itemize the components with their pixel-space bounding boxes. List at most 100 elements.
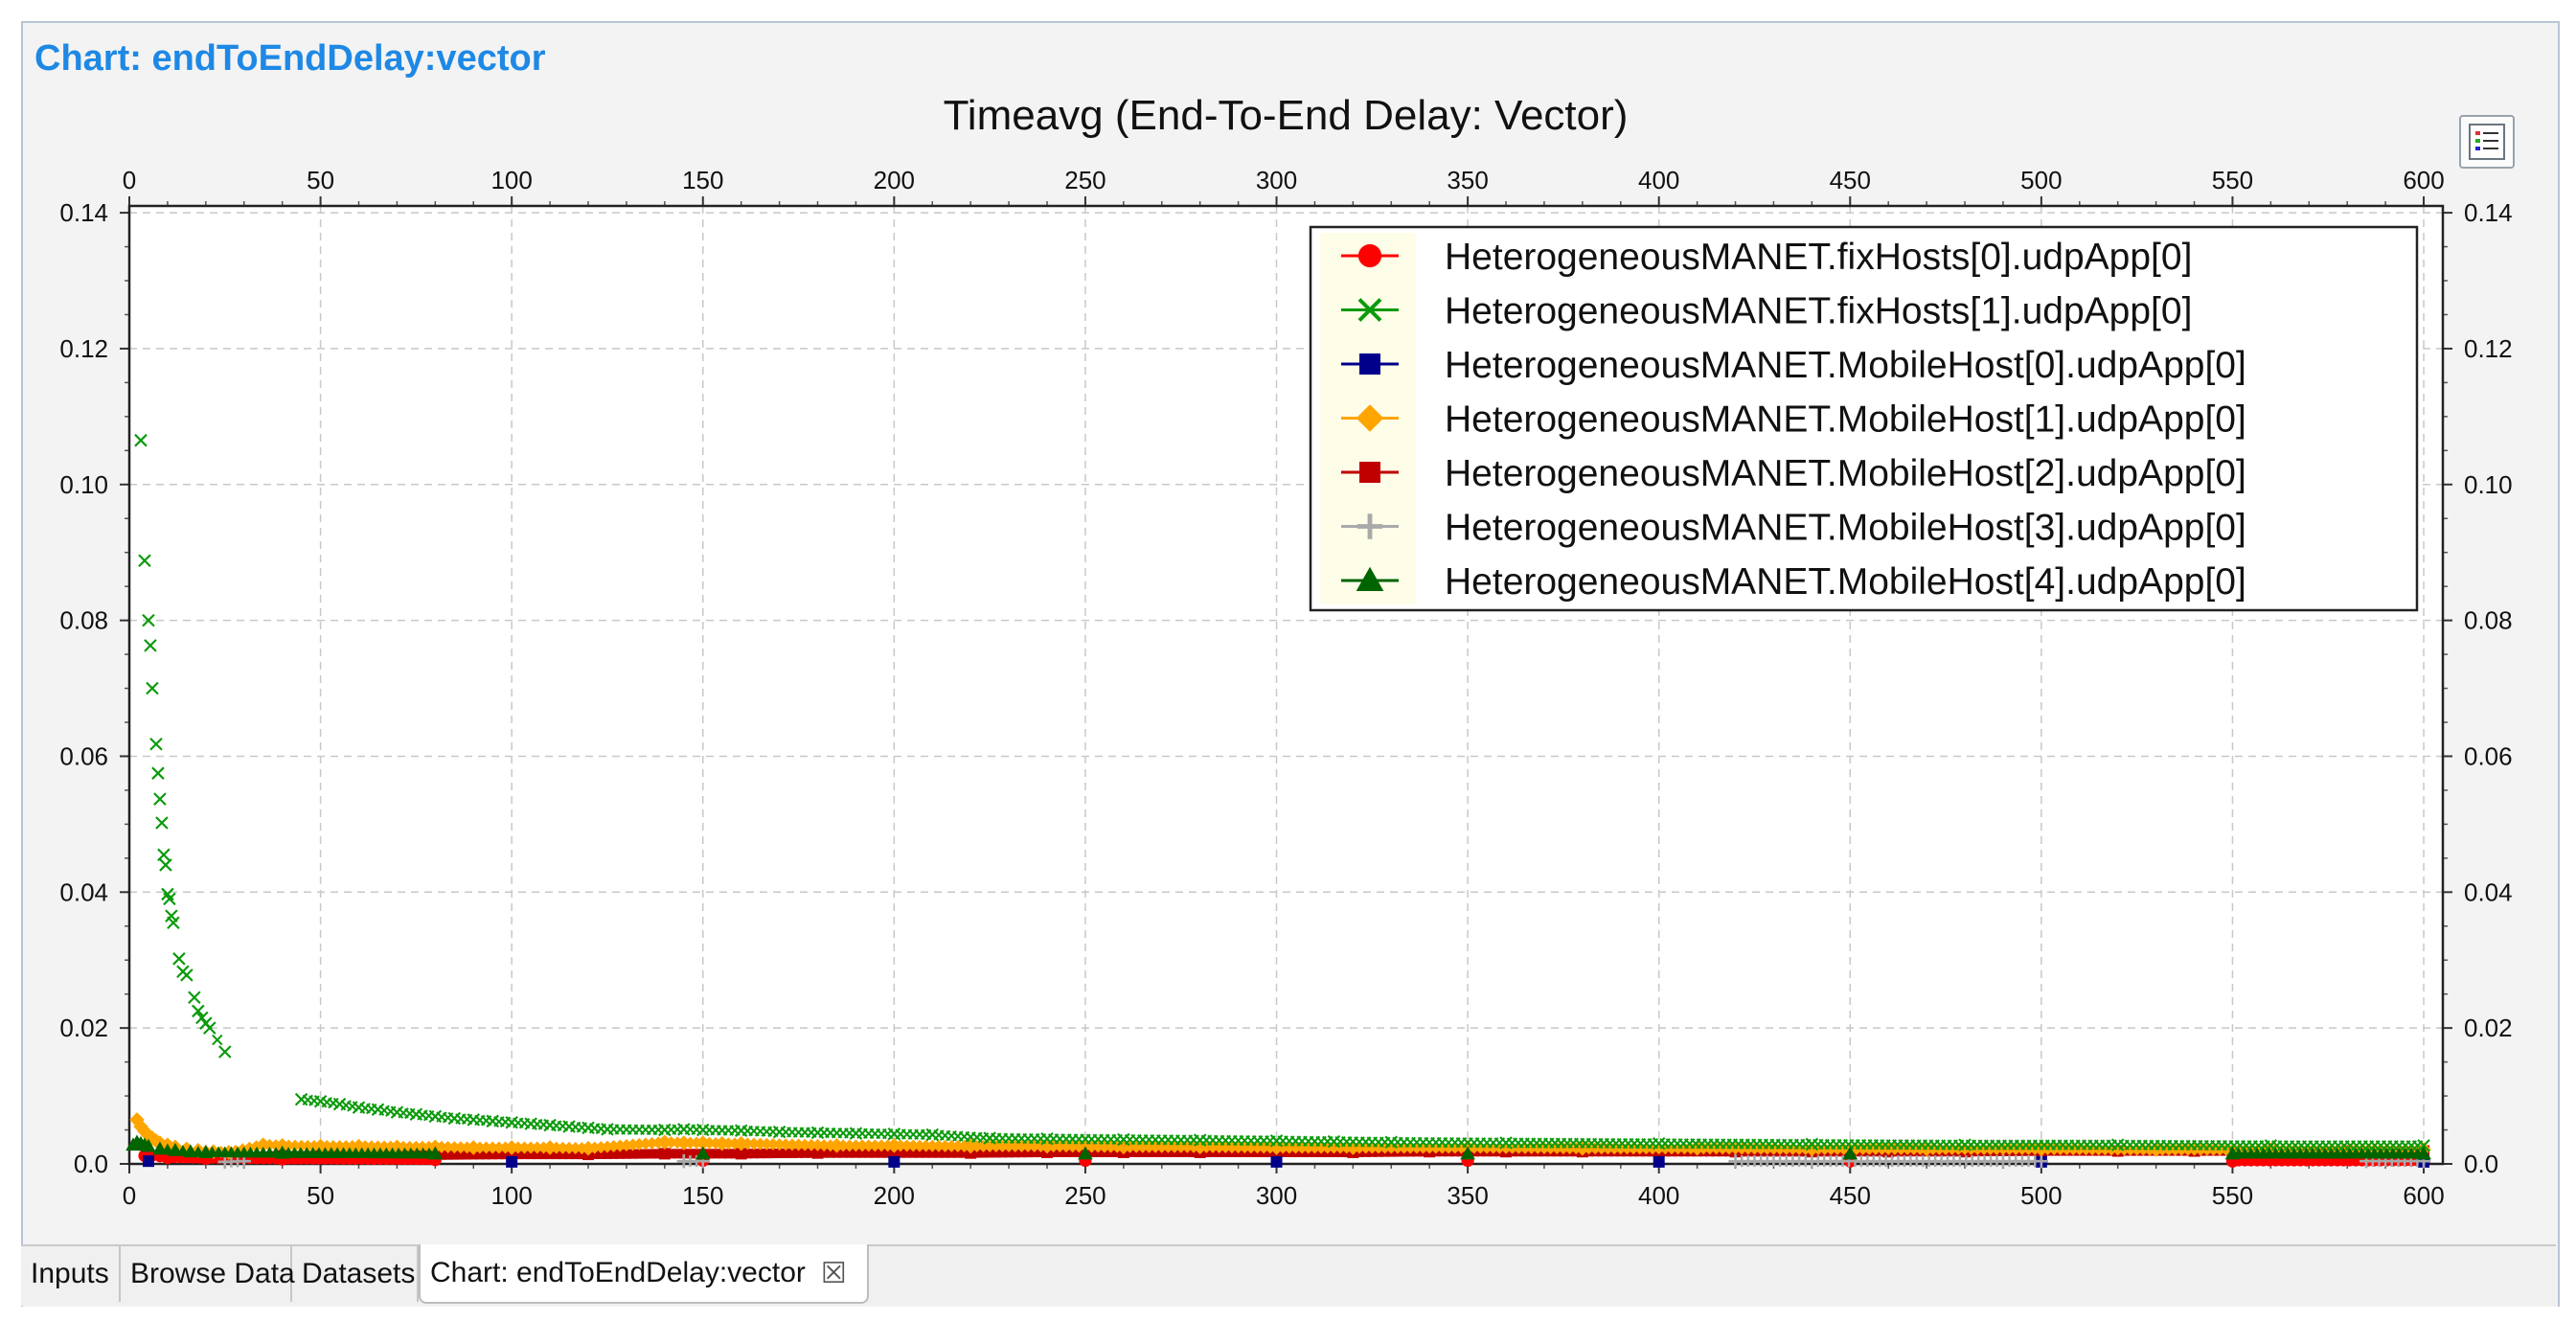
data-point — [991, 1148, 1001, 1158]
data-point — [886, 1138, 902, 1153]
data-point — [195, 1011, 209, 1025]
data-point — [868, 1139, 881, 1152]
data-point — [504, 1140, 519, 1155]
data-point — [447, 1141, 461, 1154]
x-tick-label-bottom: 100 — [490, 1181, 532, 1210]
data-point — [2111, 1143, 2125, 1156]
data-point — [773, 1138, 786, 1151]
data-point — [811, 1138, 825, 1151]
series-6 — [125, 1134, 2431, 1160]
data-point — [157, 848, 171, 862]
y-tick-label-left: 0.14 — [59, 198, 108, 227]
x-tick-label-bottom: 550 — [2212, 1181, 2253, 1210]
data-point — [2416, 1146, 2431, 1160]
data-point — [786, 1148, 797, 1158]
data-point — [792, 1138, 806, 1151]
data-point — [983, 1140, 996, 1153]
data-point — [492, 1141, 506, 1154]
data-point — [512, 1141, 525, 1154]
data-point — [416, 1140, 429, 1153]
data-point — [274, 1138, 290, 1153]
data-point — [914, 1148, 924, 1158]
data-point — [589, 1150, 600, 1160]
data-point — [925, 1139, 939, 1152]
data-point — [558, 1150, 568, 1160]
data-point — [517, 1141, 531, 1154]
data-point — [978, 1148, 989, 1158]
data-point — [1563, 1142, 1577, 1155]
data-point — [146, 681, 159, 695]
x-tick-label-bottom: 250 — [1064, 1181, 1106, 1210]
data-point — [882, 1148, 893, 1158]
data-point — [723, 1149, 734, 1159]
data-point — [793, 1148, 804, 1158]
legend-marker — [1357, 243, 1382, 268]
y-tick-label-left: 0.04 — [59, 877, 108, 906]
data-point — [995, 1140, 1009, 1153]
data-point — [1653, 1155, 1665, 1168]
legend-label: HeterogeneousMANET.MobileHost[0].udpApp[… — [1445, 345, 2246, 386]
legend-entry: HeterogeneousMANET.fixHosts[1].udpApp[0] — [1341, 291, 2192, 332]
data-point — [532, 1150, 542, 1160]
data-point — [569, 1141, 582, 1154]
data-point — [163, 892, 176, 906]
tab-label: Browse Data — [130, 1258, 295, 1289]
data-point — [945, 1139, 958, 1152]
data-point — [851, 1148, 861, 1158]
data-point — [1270, 1155, 1283, 1168]
x-tick-label-top: 0 — [123, 166, 136, 194]
data-point — [172, 952, 186, 966]
data-point — [2417, 1139, 2430, 1152]
tab-datasets[interactable]: Datasets — [292, 1246, 419, 1302]
data-point — [913, 1139, 926, 1152]
legend-toggle-button[interactable] — [2459, 115, 2515, 169]
data-point — [888, 1155, 900, 1168]
chart-canvas: Timeavg (End-To-End Delay: Vector) 0 0 50 5… — [59, 92, 2512, 1210]
data-point — [985, 1148, 995, 1158]
data-point — [180, 968, 194, 982]
data-point — [653, 1149, 664, 1159]
data-point — [203, 1021, 217, 1035]
y-tick-label-left: 0.08 — [59, 606, 108, 635]
x-tick-label-top: 550 — [2212, 166, 2253, 194]
y-tick-label-right: 0.10 — [2464, 470, 2513, 499]
data-point — [149, 737, 163, 751]
data-point — [615, 1149, 626, 1159]
x-tick-label-top: 250 — [1064, 166, 1106, 194]
x-tick-label-bottom: 50 — [307, 1181, 334, 1210]
data-point — [963, 1138, 978, 1154]
data-point — [908, 1148, 919, 1158]
legend-marker — [1356, 404, 1384, 432]
data-point — [920, 1139, 933, 1152]
chart-heading: Chart: endToEndDelay:vector — [34, 38, 546, 79]
tab-chart-end-to-end-delay[interactable]: Chart: endToEndDelay:vector ☒ — [419, 1244, 869, 1304]
data-point — [762, 1149, 772, 1159]
data-point — [288, 1139, 302, 1152]
data-point — [971, 1148, 982, 1158]
legend-marker — [1356, 566, 1384, 591]
data-point — [894, 1139, 907, 1152]
data-point — [454, 1141, 467, 1154]
close-icon[interactable]: ☒ — [820, 1257, 847, 1289]
data-point — [832, 1148, 842, 1158]
data-point — [282, 1139, 295, 1152]
data-point — [683, 1136, 696, 1150]
data-point — [733, 1135, 749, 1151]
data-point — [596, 1149, 606, 1159]
axes: 0 0 50 50 100 100 150 150 200 200 250 250 300 300 350 3… — [59, 166, 2512, 1210]
legend-label: HeterogeneousMANET.MobileHost[2].udpApp[… — [1445, 453, 2246, 494]
data-point — [672, 1149, 683, 1159]
legend-label: HeterogeneousMANET.fixHosts[0].udpApp[0] — [1445, 237, 2192, 278]
data-point — [526, 1150, 536, 1160]
legend-marker — [1356, 513, 1383, 539]
data-point — [825, 1148, 835, 1158]
x-tick-label-bottom: 350 — [1447, 1181, 1488, 1210]
tab-browse-data[interactable]: Browse Data — [121, 1246, 295, 1302]
data-point — [409, 1140, 422, 1153]
data-point — [602, 1149, 612, 1159]
data-point — [875, 1139, 888, 1152]
tab-inputs[interactable]: Inputs — [21, 1246, 121, 1302]
data-point — [721, 1137, 735, 1150]
x-tick-label-bottom: 600 — [2403, 1181, 2444, 1210]
data-point — [627, 1149, 638, 1159]
